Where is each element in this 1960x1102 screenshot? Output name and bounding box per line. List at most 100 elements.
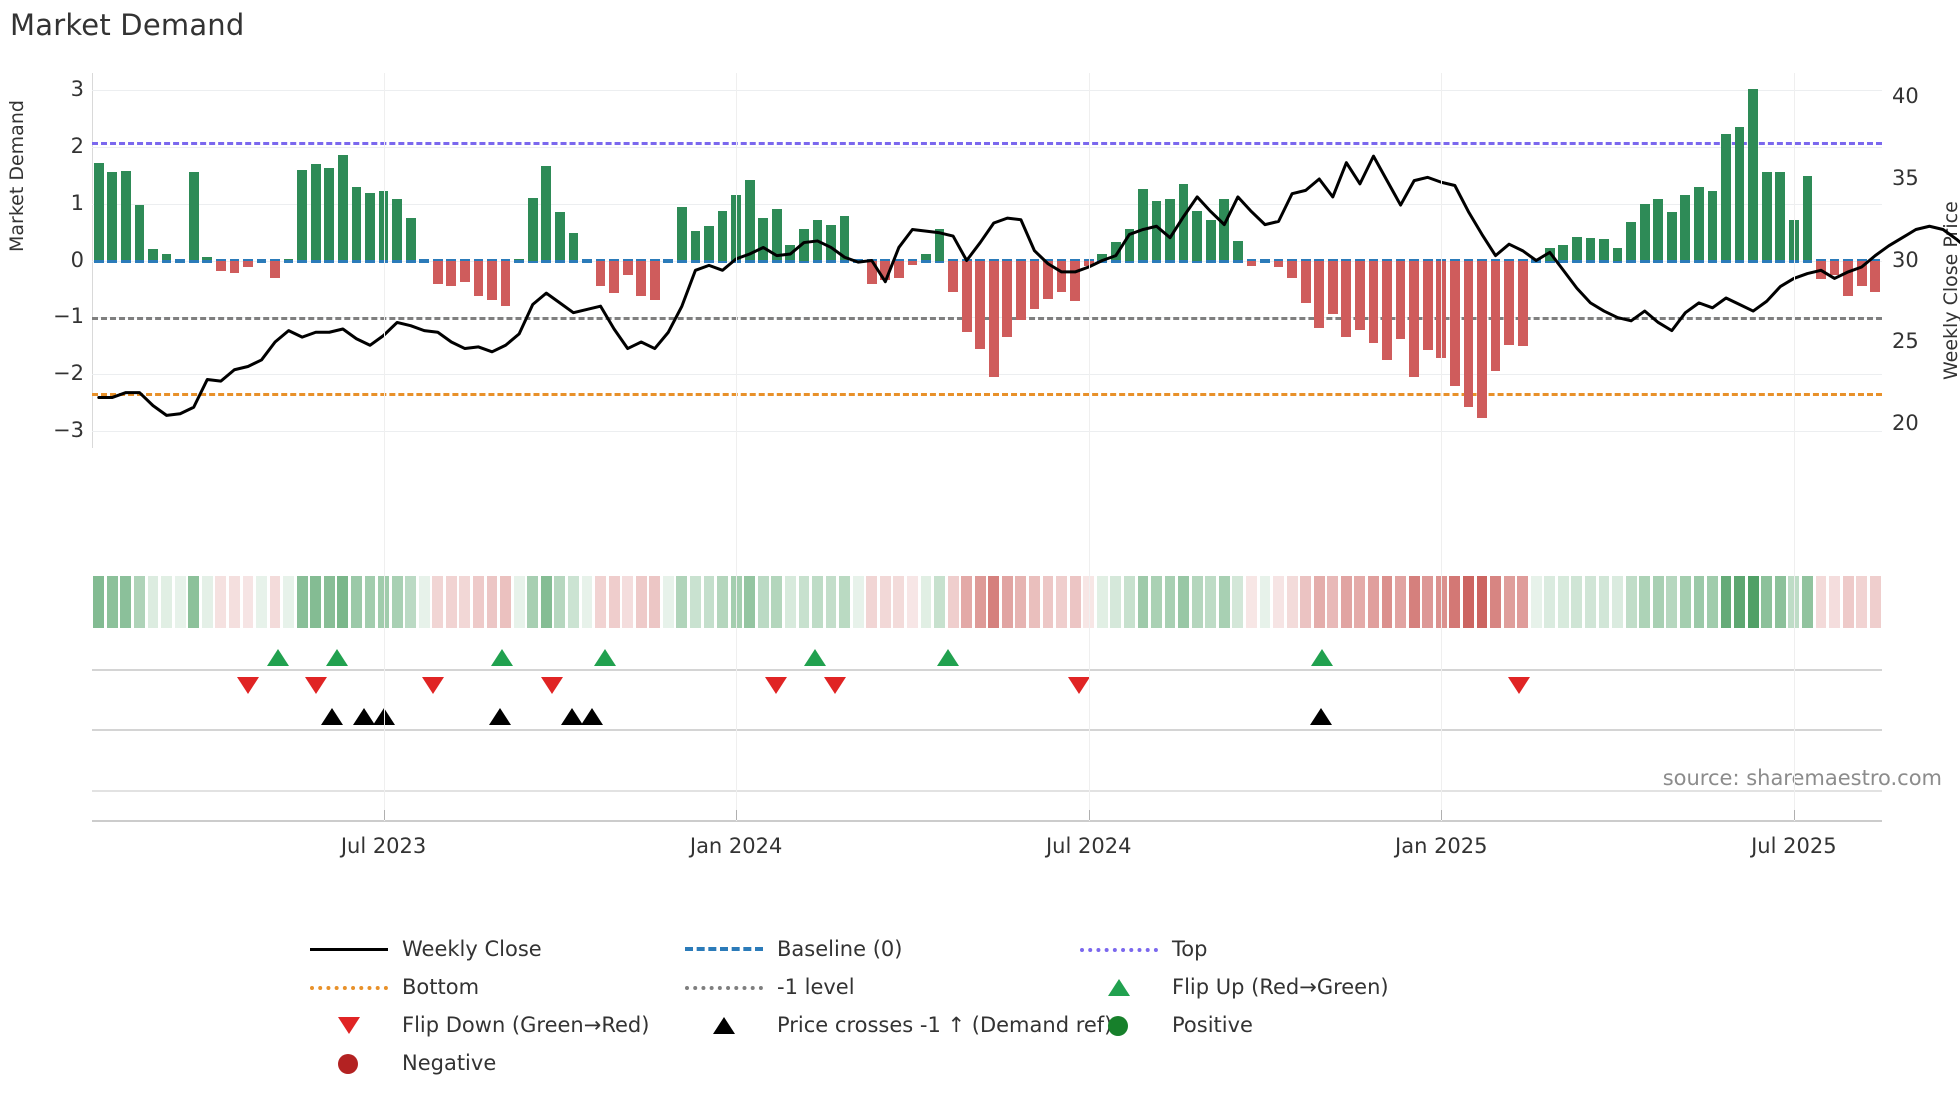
heatmap-cell: [554, 576, 566, 628]
heatmap-cell: [1246, 576, 1257, 628]
legend-item[interactable]: Baseline (0): [685, 930, 902, 968]
legend-item[interactable]: Flip Down (Green→Red): [310, 1006, 649, 1044]
flip-up-marker[interactable]: [594, 649, 616, 666]
demand-bar-negative: [1246, 260, 1257, 267]
heatmap-cell: [1340, 576, 1352, 628]
baseline-segment: [1260, 258, 1270, 263]
demand-bar-negative: [595, 260, 606, 287]
baseline-segment: [1205, 258, 1216, 263]
demand-bar-positive: [1138, 189, 1148, 261]
baseline-segment: [1151, 258, 1162, 263]
weekly-close-line: [97, 154, 1960, 417]
demand-bar-negative: [1056, 260, 1067, 292]
price-cross-marker[interactable]: [353, 708, 375, 725]
flip-up-marker[interactable]: [804, 649, 826, 666]
demand-bar-negative: [1368, 260, 1379, 343]
chart-legend: Weekly Close Baseline (0) Top Bottom -1 leve…: [0, 930, 1960, 1082]
heatmap-cell: [1313, 576, 1325, 628]
flip-up-marker[interactable]: [491, 649, 513, 666]
heatmap-cell: [1191, 576, 1203, 628]
x-gridline: [383, 73, 385, 821]
baseline-segment: [690, 258, 701, 263]
price-cross-marker[interactable]: [489, 708, 511, 725]
dotted-line-orange-icon: [310, 977, 388, 997]
price-cross-marker[interactable]: [321, 708, 343, 725]
legend-item[interactable]: Top: [1080, 930, 1207, 968]
heatmap-cell: [1232, 576, 1244, 628]
demand-bar-negative: [1829, 260, 1840, 275]
heatmap-cell: [1747, 576, 1759, 628]
demand-bar-negative: [880, 260, 891, 281]
flip-down-marker[interactable]: [1508, 677, 1530, 694]
heatmap-cell: [540, 576, 552, 628]
demand-bar-negative: [866, 260, 877, 285]
legend-item[interactable]: Positive: [1080, 1006, 1253, 1044]
heatmap-cell: [1598, 576, 1610, 628]
price-cross-marker[interactable]: [581, 708, 603, 725]
flip-down-marker[interactable]: [765, 677, 787, 694]
flip-down-marker[interactable]: [237, 677, 259, 694]
demand-bar-positive: [1666, 212, 1677, 261]
demand-bar-positive: [690, 230, 701, 261]
legend-item[interactable]: Negative: [310, 1044, 496, 1082]
heatmap-cell: [934, 576, 945, 628]
legend-item[interactable]: Weekly Close: [310, 930, 542, 968]
flip-up-marker[interactable]: [937, 649, 959, 666]
gridline: [92, 374, 1882, 376]
demand-bar-positive: [1653, 199, 1664, 261]
baseline-segment: [1639, 258, 1650, 263]
demand-bar-negative: [948, 260, 958, 292]
baseline-segment: [419, 258, 430, 263]
flip-up-marker[interactable]: [1311, 649, 1333, 666]
flip-down-marker[interactable]: [1068, 677, 1090, 694]
baseline-segment: [1775, 258, 1786, 263]
heatmap-cell: [1625, 576, 1637, 628]
price-cross-marker[interactable]: [561, 708, 583, 725]
x-tick-mark: [1441, 810, 1443, 820]
demand-bar-negative: [1273, 260, 1284, 268]
flip-down-marker[interactable]: [824, 677, 846, 694]
demand-bar-positive: [514, 259, 525, 261]
demand-bar-negative: [500, 260, 511, 306]
solid-line-black-icon: [310, 939, 388, 959]
baseline-segment: [256, 258, 267, 263]
baseline-segment: [337, 258, 348, 263]
demand-bar-positive: [202, 256, 213, 261]
baseline-segment: [392, 258, 402, 263]
x-tick-label: Jul 2024: [1045, 834, 1132, 858]
baseline-segment: [1666, 258, 1677, 263]
heatmap-cell: [445, 576, 457, 628]
demand-bar-negative: [270, 260, 280, 278]
y-axis-right-tick: 35: [1892, 165, 1919, 190]
baseline-segment: [677, 258, 687, 263]
heatmap-cell: [567, 576, 579, 628]
flip-down-marker[interactable]: [305, 677, 327, 694]
flip-up-marker[interactable]: [326, 649, 348, 666]
x-tick-mark: [1793, 810, 1795, 820]
demand-bar-negative: [1870, 260, 1881, 292]
legend-item[interactable]: Flip Up (Red→Green): [1080, 968, 1389, 1006]
demand-bar-negative: [1843, 260, 1853, 296]
flip-down-marker[interactable]: [422, 677, 444, 694]
circle-green-icon: [1080, 1015, 1158, 1036]
heatmap-cell: [635, 576, 647, 628]
demand-bar-negative: [1314, 260, 1325, 328]
demand-bar-positive: [324, 167, 335, 261]
legend-item[interactable]: Bottom: [310, 968, 479, 1006]
demand-bar-positive: [283, 259, 294, 261]
demand-bar-positive: [93, 162, 104, 261]
demand-bar-positive: [1612, 248, 1623, 261]
heatmap-cell: [595, 576, 606, 628]
legend-item[interactable]: Price crosses -1 ↑ (Demand ref): [685, 1006, 1112, 1044]
main-plot-area: [92, 73, 1960, 448]
heatmap-cell: [1327, 576, 1339, 628]
flip-up-marker[interactable]: [267, 649, 289, 666]
heatmap-cell: [608, 576, 620, 628]
heatmap-cell: [134, 576, 145, 628]
demand-bar-positive: [717, 210, 728, 261]
demand-bar-positive: [148, 249, 158, 261]
demand-bar-negative: [1422, 260, 1433, 351]
price-cross-marker[interactable]: [1310, 708, 1332, 725]
legend-item[interactable]: -1 level: [685, 968, 855, 1006]
flip-down-marker[interactable]: [541, 677, 563, 694]
